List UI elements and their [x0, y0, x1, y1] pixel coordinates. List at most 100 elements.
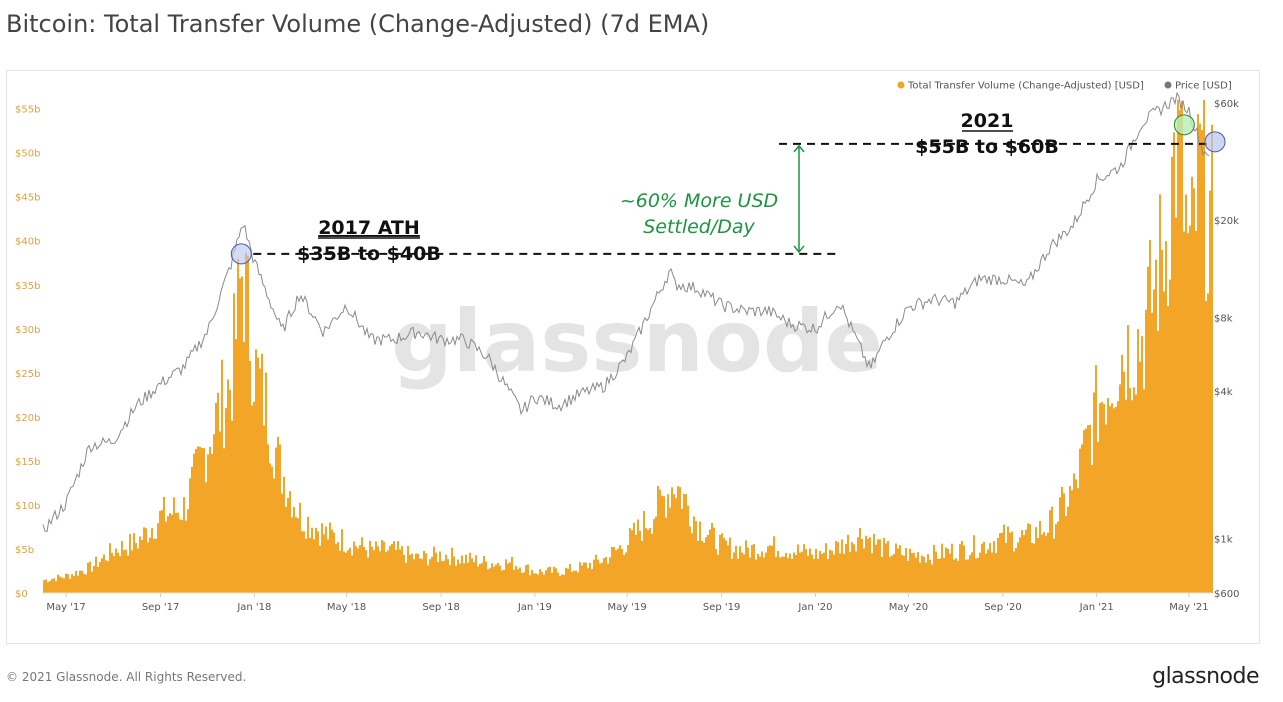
volume-bar [787, 558, 789, 593]
volume-bar [533, 573, 535, 593]
volume-bar [387, 550, 389, 593]
volume-bar [217, 392, 219, 593]
volume-bar [495, 564, 497, 593]
volume-bar [1139, 361, 1141, 593]
volume-bar [233, 293, 235, 593]
volume-bar [461, 555, 463, 593]
volume-bar [1109, 406, 1111, 593]
volume-bar [1063, 493, 1065, 593]
volume-bar [161, 510, 163, 593]
volume-bar [803, 544, 805, 593]
volume-bar [1129, 388, 1131, 593]
volume-bar [453, 556, 455, 593]
volume-bar [171, 514, 173, 593]
volume-bar [789, 553, 791, 593]
volume-bar [1017, 542, 1019, 593]
volume-bar [241, 276, 243, 593]
volume-bar [837, 542, 839, 593]
volume-bar [1153, 289, 1155, 593]
volume-bar [941, 543, 943, 593]
volume-bar [1121, 354, 1123, 593]
volume-bar [987, 549, 989, 593]
volume-bar [751, 545, 753, 593]
volume-bar [577, 572, 579, 593]
volume-bar [457, 559, 459, 593]
volume-bar [449, 565, 451, 593]
volume-bar [581, 565, 583, 593]
volume-bar [311, 527, 313, 593]
volume-bar [1193, 188, 1195, 593]
volume-bar [301, 531, 303, 593]
volume-bar [561, 574, 563, 593]
volume-bar [117, 552, 119, 593]
volume-bar [815, 548, 817, 593]
volume-bar [1135, 394, 1137, 593]
volume-bar [325, 526, 327, 593]
volume-bar [435, 552, 437, 593]
volume-bar [1065, 515, 1067, 593]
volume-bar [1027, 523, 1029, 593]
right-tick-label: $60k [1214, 99, 1239, 110]
footer-logo: glassnode [1152, 664, 1259, 689]
volume-bar [47, 582, 49, 593]
x-tick-label: May '19 [607, 602, 646, 613]
volume-bar [417, 553, 419, 593]
volume-bar [83, 573, 85, 593]
volume-bar [191, 466, 193, 593]
volume-bar [1111, 403, 1113, 593]
volume-bar [627, 545, 629, 593]
volume-bar [363, 546, 365, 593]
volume-bar [87, 562, 89, 593]
volume-bar [85, 574, 87, 593]
level-2021-green-circle [1173, 114, 1195, 136]
volume-bar [1131, 400, 1133, 593]
volume-bar [239, 278, 241, 593]
volume-bar [733, 552, 735, 593]
volume-bar [287, 498, 289, 593]
right-tick-label: $20k [1214, 216, 1239, 227]
volume-bar [353, 541, 355, 593]
volume-bar [1195, 231, 1197, 594]
volume-bar [463, 563, 465, 593]
volume-bar [73, 576, 75, 593]
volume-bar [805, 549, 807, 593]
volume-bar [415, 553, 417, 593]
volume-bar [115, 548, 117, 593]
volume-bar [515, 565, 517, 593]
volume-bar [937, 558, 939, 593]
x-axis: May '17 Sep '17 Jan '18 May '18 Sep '18 Jan '… [43, 592, 1212, 613]
volume-bar [327, 539, 329, 593]
volume-bar [355, 546, 357, 593]
volume-bar [1087, 425, 1089, 593]
volume-bar [575, 570, 577, 593]
volume-bar [175, 512, 177, 593]
volume-bar [1095, 365, 1097, 593]
volume-bar [273, 478, 275, 593]
volume-bar [1069, 486, 1071, 593]
volume-bar [197, 446, 199, 593]
volume-bar [405, 562, 407, 593]
volume-bar [131, 550, 133, 593]
volume-bar [411, 553, 413, 593]
ath-2017-range: $35B to $40B [297, 243, 441, 265]
volume-bar [173, 497, 175, 593]
volume-bar [899, 545, 901, 593]
volume-bar [51, 579, 53, 593]
volume-bar [185, 520, 187, 593]
volume-bar [807, 555, 809, 593]
volume-bar [63, 578, 65, 593]
volume-bar [1007, 526, 1009, 593]
volume-bar [1163, 291, 1165, 593]
volume-bar [679, 487, 681, 593]
volume-bar [497, 562, 499, 593]
volume-bar [229, 389, 231, 593]
volume-bar [467, 562, 469, 593]
volume-bar [663, 496, 665, 593]
volume-bar [149, 537, 151, 593]
volume-bar [459, 563, 461, 593]
volume-bar [955, 558, 957, 593]
volume-bar [277, 436, 279, 593]
volume-bar [1033, 543, 1035, 593]
x-tick-label: Jan '21 [1079, 602, 1114, 613]
chart-svg: glassnode $0$5b$10b$15b$20b$25b$30b$35b$… [15, 81, 1239, 614]
